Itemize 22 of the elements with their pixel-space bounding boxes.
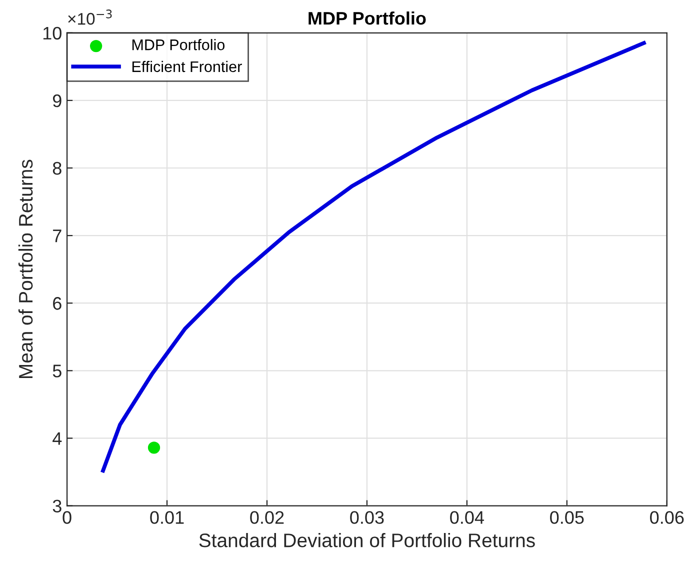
x-tick-label: 0.04	[450, 511, 484, 524]
chart-title: MDP Portfolio	[308, 11, 426, 25]
x-tick-label: 0	[62, 511, 72, 524]
legend-label: MDP Portfolio	[132, 38, 225, 50]
x-tick-label: 0.06	[650, 511, 684, 524]
y-tick-label: 9	[52, 94, 62, 108]
y-tick-label: 7	[53, 230, 62, 242]
y-tick-label: 8	[52, 162, 62, 175]
x-tick-label: 0.05	[550, 511, 584, 524]
y-axis-title: Mean of Portfolio Returns	[18, 160, 33, 378]
y-tick-label: 3	[52, 500, 62, 512]
text: ×10$^{−3}$	[68, 10, 112, 25]
legend-label: Efficient Frontier	[132, 60, 242, 72]
x-tick-label: 0.03	[350, 511, 384, 524]
y-tick-label: 10	[43, 26, 62, 40]
x-tick-label: 0.02	[250, 511, 284, 524]
y-tick-label: 4	[52, 432, 62, 445]
x-tick-label: 0.01	[150, 511, 184, 524]
x-axis-title: Standard Deviation of Portfolio Returns	[199, 533, 535, 548]
line-series	[101, 41, 646, 473]
y-tick-label: 5	[52, 364, 62, 378]
y-tick-label: 6	[53, 297, 62, 310]
